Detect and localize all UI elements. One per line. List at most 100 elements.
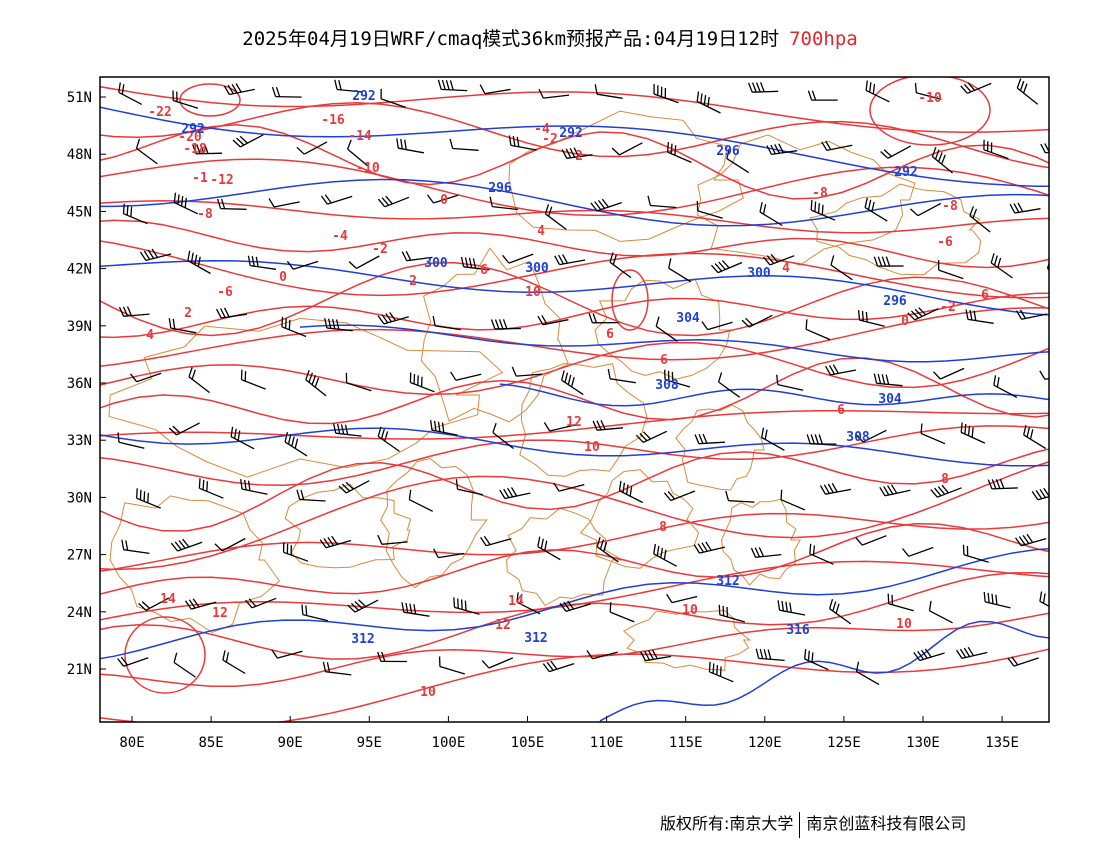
wind-barb [284,432,308,457]
isotherm-label: 10 [896,617,912,632]
wind-barb [1007,656,1039,667]
isotherm-label: 10 [420,685,436,700]
wind-barb [1015,309,1048,320]
isotherm-label: -1 [192,171,208,186]
wind-barb [538,88,570,99]
isotherm-label: 14 [508,594,524,609]
province-boundaries [108,110,982,671]
wind-barb [320,194,353,205]
isotherm-label: 12 [495,618,511,633]
isotherm-label: 12 [212,606,228,621]
wind-barb [810,200,836,221]
wind-barb [432,315,461,331]
isotherm-label: 6 [480,263,488,278]
wind-barb [433,548,465,559]
wind-barb [865,80,890,103]
wind-barb [516,592,541,615]
wind-barb [914,82,942,101]
lat-tick-label: 33N [67,433,92,449]
wind-barb [117,656,149,667]
wind-barb [1039,370,1049,381]
wind-barb [481,657,514,669]
wind-barb [348,255,380,269]
contour-label: 312 [524,631,547,646]
wind-barb [857,310,885,327]
wind-barb [907,307,939,321]
wind-barb [776,374,804,391]
wind-barb [188,367,210,394]
wind-barb [726,148,750,174]
wind-barb [879,484,911,497]
contour-label: 296 [488,181,512,196]
wind-barb [741,314,773,328]
wind-barb [653,83,679,104]
wind-barb [1040,142,1049,154]
wind-barb [286,260,319,270]
wind-barb [118,306,150,317]
isotherm-label: -4 [332,229,348,244]
wind-barb [377,534,408,545]
isotherm-line [100,648,1049,722]
wind-barb [596,537,619,563]
isotherm-line [100,448,1049,532]
chart-title: 2025年04月19日WRF/cmaq模式36km预报产品:04月19日12时 7… [0,24,1100,51]
wind-barb [640,649,672,662]
province-boundary [675,404,765,491]
wind-barb [380,88,406,109]
wind-barb [282,542,309,562]
wind-barb [696,200,723,219]
wind-barb [537,536,561,561]
wind-barb [271,649,303,659]
wind-barb [761,427,785,451]
province-boundary [622,609,752,671]
contour-label: 296 [716,144,740,159]
contour-label: 308 [846,430,870,445]
wind-barb [969,206,991,233]
wind-barb [755,648,785,662]
wind-barb [710,260,743,274]
wind-barb [296,489,326,502]
wind-barb [281,316,307,338]
wind-barb [377,426,400,452]
wind-barb [271,86,302,98]
wind-barb [173,192,199,215]
isotherm-label: -2 [372,242,388,257]
wind-barb [537,314,569,326]
isotherm-label: -12 [210,173,233,188]
wind-barb [777,600,806,616]
wind-barb [499,487,531,500]
wind-barb [694,433,725,445]
wind-barb [588,313,619,324]
wind-barb [138,597,170,611]
isotherm-label: -8 [197,207,213,222]
geopotential-line [599,620,1049,722]
province-boundary [284,483,412,569]
wind-barb [332,423,362,437]
wind-barb [216,198,247,210]
isotherm-label: 4 [146,328,154,343]
wind-barb [437,79,468,92]
wind-barb [187,250,211,275]
copyright-left: 版权所有:南京大学 [660,814,794,833]
wind-barb [663,490,696,502]
wind-barb [554,254,586,266]
wind-barb [1014,533,1047,547]
geopotential-line [100,178,1049,227]
wind-barb [377,195,410,208]
isotherm-line [100,240,1049,299]
wind-barb [453,597,480,615]
wind-barb [873,256,904,267]
wind-barb [828,599,852,625]
wind-barb [172,90,199,109]
wind-barb [450,371,482,381]
wind-barb [222,650,246,675]
wind-barb [1046,261,1049,271]
isotherm-label: 10 [584,440,600,455]
wind-barb [216,307,247,319]
wind-barb [780,489,806,511]
isotherm-line [100,425,1049,487]
wind-barb [192,143,223,155]
wind-barb [855,661,880,686]
wind-barb [430,420,458,436]
wind-barb [987,478,1018,490]
